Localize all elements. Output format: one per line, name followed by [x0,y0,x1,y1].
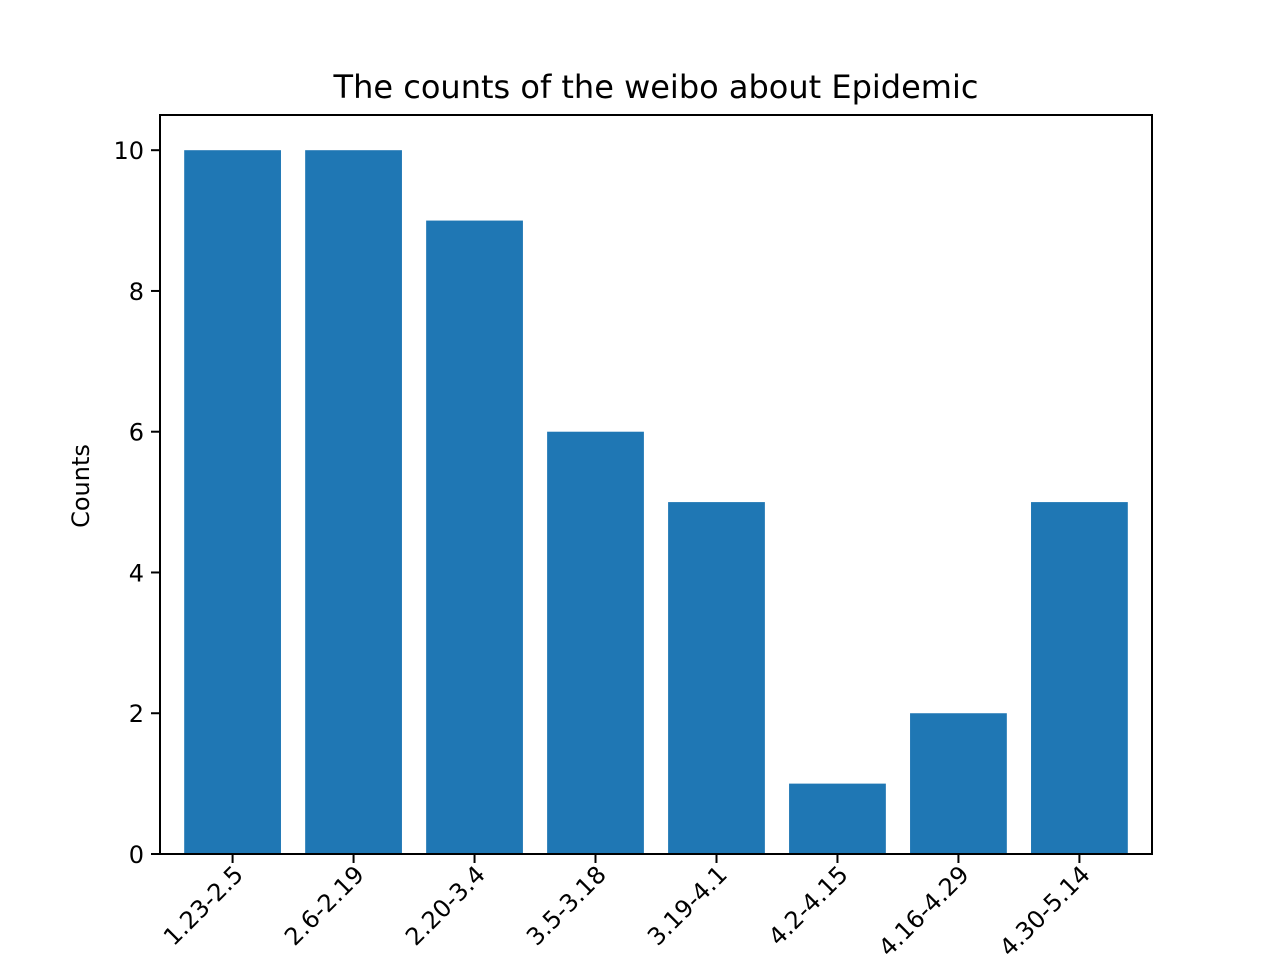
bar-2.6-2.19 [305,150,402,854]
bar-4.2-4.15 [789,783,886,854]
x-tick-label: 3.5-3.18 [521,860,612,951]
bar-2.20-3.4 [426,220,523,855]
y-tick-label: 0 [129,841,144,869]
x-tick-label: 4.2-4.15 [763,860,854,951]
y-tick-label: 10 [113,137,144,165]
bar-3.19-4.1 [668,502,765,854]
x-axis-ticks: 1.23-2.5 2.6-2.19 2.20-3.4 3.5-3.18 3.19-4.1… [158,854,1096,960]
y-tick-label: 2 [129,700,144,728]
y-tick-label: 8 [129,278,144,306]
bar-3.5-3.18 [547,431,644,854]
x-tick-label: 2.20-3.4 [400,860,491,951]
bars-group [184,150,1128,855]
x-tick-label: 2.6-2.19 [279,860,370,951]
y-axis-label: Counts [67,444,95,528]
x-tick-label: 3.19-4.1 [642,860,733,951]
y-axis-ticks: 0 2 4 6 8 10 [113,137,160,869]
x-tick-label: 1.23-2.5 [158,860,249,951]
chart-title: The counts of the weibo about Epidemic [333,68,979,106]
bar-4.16-4.29 [910,713,1007,854]
y-tick-label: 6 [129,419,144,447]
plot-area-frame [159,114,1153,855]
x-tick-label: 4.30-5.14 [994,860,1096,960]
bar-1.23-2.5 [184,150,281,854]
y-tick-label: 4 [129,559,144,587]
bar-4.30-5.14 [1031,502,1128,854]
x-tick-label: 4.16-4.29 [873,860,975,960]
